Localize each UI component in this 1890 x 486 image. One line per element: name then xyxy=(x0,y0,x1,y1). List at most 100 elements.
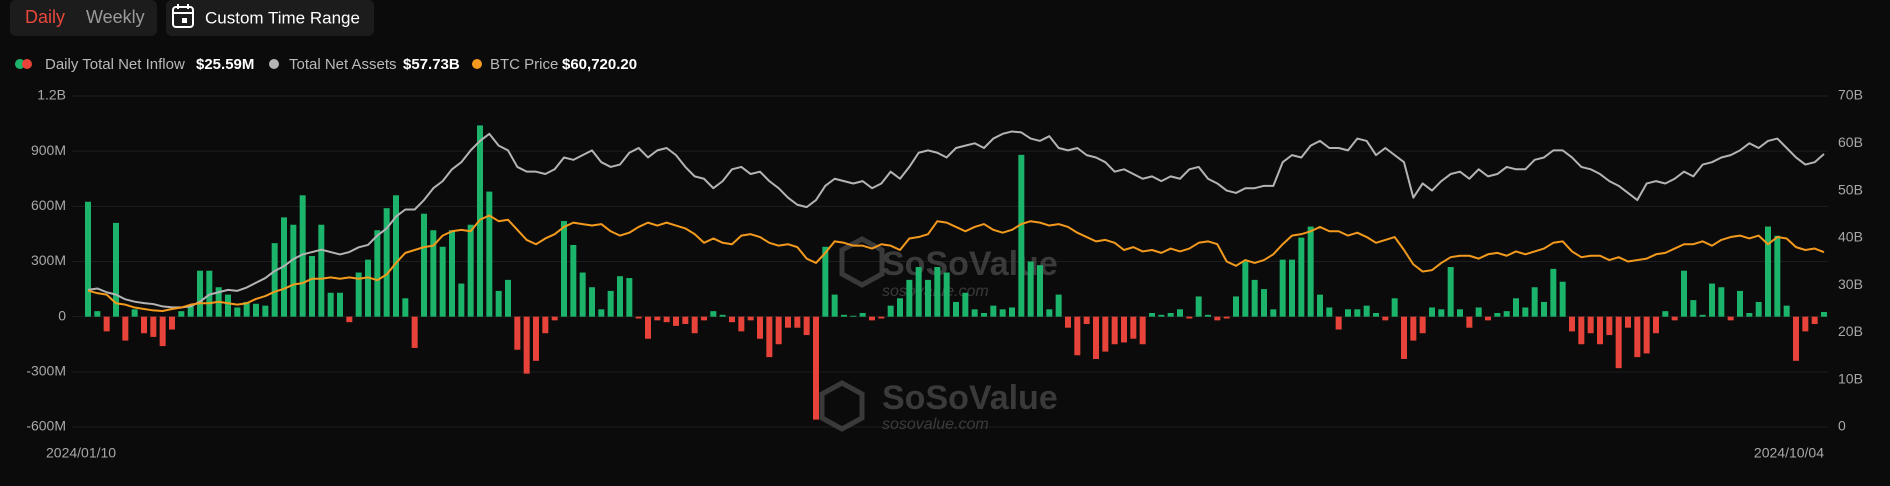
line xyxy=(87,214,1825,313)
bar xyxy=(561,221,567,317)
bar xyxy=(645,316,651,339)
bar xyxy=(402,298,409,317)
plot: -600M -300M 0 300M 600M 900M 1.2B 0 10B 20B 30B 40B… xyxy=(26,87,1863,461)
bar xyxy=(1373,312,1379,317)
bar xyxy=(309,255,315,317)
y2-tick-label: 10B xyxy=(1838,370,1863,386)
bar xyxy=(1634,316,1641,358)
bar xyxy=(813,316,819,420)
bar xyxy=(1727,316,1734,321)
bar xyxy=(449,230,455,317)
bar xyxy=(1475,307,1482,317)
bar xyxy=(1083,316,1090,325)
bar xyxy=(1671,316,1678,321)
bar xyxy=(85,201,91,317)
bar xyxy=(253,303,259,317)
bar xyxy=(1718,287,1725,317)
tab-weekly[interactable]: Weekly xyxy=(86,7,145,27)
bar xyxy=(943,272,950,317)
bar xyxy=(710,311,717,317)
bar xyxy=(1242,261,1249,317)
bar xyxy=(1158,314,1165,317)
bar xyxy=(505,279,511,317)
bar xyxy=(1205,314,1211,317)
watermark-logo xyxy=(819,380,865,432)
bar xyxy=(794,316,801,328)
bar xyxy=(271,243,278,317)
bar-series xyxy=(85,125,1827,420)
bar xyxy=(1522,307,1529,317)
bar xyxy=(1307,226,1314,317)
tab-daily[interactable]: Daily xyxy=(25,7,65,27)
bar xyxy=(897,298,903,317)
bar xyxy=(1214,316,1221,321)
bar xyxy=(1606,316,1613,336)
bar xyxy=(869,316,875,321)
bar xyxy=(1233,296,1239,317)
bar xyxy=(831,294,838,317)
bar xyxy=(150,316,157,337)
bar xyxy=(1569,316,1575,332)
bar xyxy=(318,224,325,317)
bar xyxy=(626,278,633,317)
y-tick-label: 1.2B xyxy=(37,87,66,103)
y-tick-label: 300M xyxy=(31,252,66,268)
bar xyxy=(850,315,857,317)
bar xyxy=(663,316,670,323)
grid xyxy=(72,95,1828,428)
bar xyxy=(1167,312,1174,317)
bar xyxy=(290,224,297,317)
bar xyxy=(1289,259,1295,317)
bar xyxy=(495,290,502,317)
y2-tick-label: 20B xyxy=(1838,323,1863,339)
legend-swatch xyxy=(269,59,279,69)
bar xyxy=(1765,226,1771,317)
bar xyxy=(1074,316,1081,356)
bar xyxy=(411,316,418,348)
bar xyxy=(1559,281,1566,317)
bar xyxy=(598,309,605,317)
bar xyxy=(757,316,763,339)
bar xyxy=(234,307,241,317)
bar xyxy=(1130,316,1137,339)
bar xyxy=(682,316,689,325)
bar xyxy=(1270,309,1277,317)
button-label[interactable]: Custom Time Range xyxy=(205,8,360,27)
bar xyxy=(775,316,782,345)
bar xyxy=(1587,316,1594,334)
x-tick-label: 2024/01/10 xyxy=(46,445,116,461)
bar xyxy=(141,316,147,334)
bar xyxy=(1345,309,1351,317)
bar xyxy=(617,276,623,317)
bar xyxy=(729,316,735,323)
legend-swatch xyxy=(15,59,25,69)
bar xyxy=(1466,316,1473,328)
calendar-icon xyxy=(172,6,194,28)
legend-value: $25.59M xyxy=(196,56,254,73)
y2-tick-label: 30B xyxy=(1838,276,1863,292)
bar xyxy=(1046,309,1053,317)
bar xyxy=(878,316,885,319)
bar xyxy=(299,195,306,317)
y2-tick-label: 60B xyxy=(1838,134,1863,150)
y2-tick-label: 50B xyxy=(1838,181,1863,197)
bar xyxy=(225,294,231,317)
bar xyxy=(1783,305,1790,317)
y-tick-label: -300M xyxy=(26,363,66,379)
line xyxy=(87,130,1825,309)
bar xyxy=(467,224,474,317)
bar xyxy=(1410,316,1417,341)
bar xyxy=(1811,316,1818,325)
bar xyxy=(887,305,894,317)
bar xyxy=(1037,265,1043,317)
bar xyxy=(981,312,987,317)
bar xyxy=(1027,261,1034,317)
bar xyxy=(1625,316,1631,328)
y-tick-label: 900M xyxy=(31,142,66,158)
tab-group: Daily Weekly xyxy=(10,0,157,36)
bar xyxy=(486,191,493,317)
custom-range-button[interactable]: Custom Time Range xyxy=(166,0,374,36)
bar xyxy=(262,305,269,317)
bar xyxy=(1662,311,1669,317)
